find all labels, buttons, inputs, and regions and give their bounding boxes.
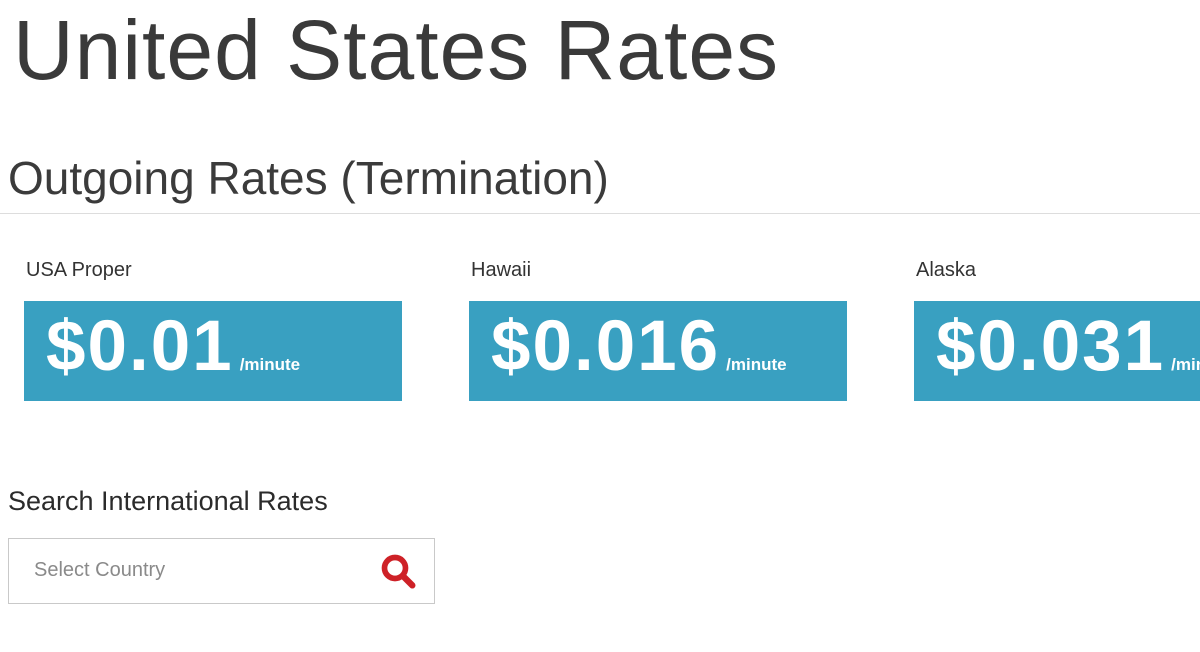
outgoing-rates-section: Outgoing Rates (Termination) USA Proper … [0,153,1200,401]
search-heading: Search International Rates [8,485,328,516]
rate-unit: /minute [726,354,787,374]
search-icon [381,554,416,589]
rate-price: $0.031 [936,306,1166,386]
rate-box: $0.016 /minute [469,300,847,401]
outgoing-rates-heading: Outgoing Rates (Termination) [8,152,609,205]
rate-unit: /minute [239,354,301,374]
rate-cards-row: USA Proper $0.01 /minute Hawaii $0.016 /… [24,258,1200,401]
rate-card-label: Alaska [916,258,977,281]
search-international-section: Search International Rates [0,485,1200,604]
page-title: United States Rates [13,3,780,97]
rates-page: United States Rates Outgoing Rates (Term… [0,3,1200,604]
rate-price: $0.016 [491,306,721,386]
rate-box: $0.031 /minute [914,300,1200,401]
rate-unit: /minute [1171,354,1200,374]
country-search-input[interactable] [9,538,434,603]
rate-card-usa-proper: USA Proper $0.01 /minute [24,258,402,401]
rate-card-alaska: Alaska $0.031 /minute [914,258,1200,401]
section-divider [0,212,1200,214]
rate-price: $0.01 [46,306,234,386]
country-search-box[interactable] [8,537,435,604]
rate-card-hawaii: Hawaii $0.016 /minute [469,258,847,401]
rate-card-label: USA Proper [26,258,132,281]
search-button[interactable] [376,549,420,593]
rate-card-label: Hawaii [471,258,532,281]
rate-box: $0.01 /minute [24,300,402,401]
